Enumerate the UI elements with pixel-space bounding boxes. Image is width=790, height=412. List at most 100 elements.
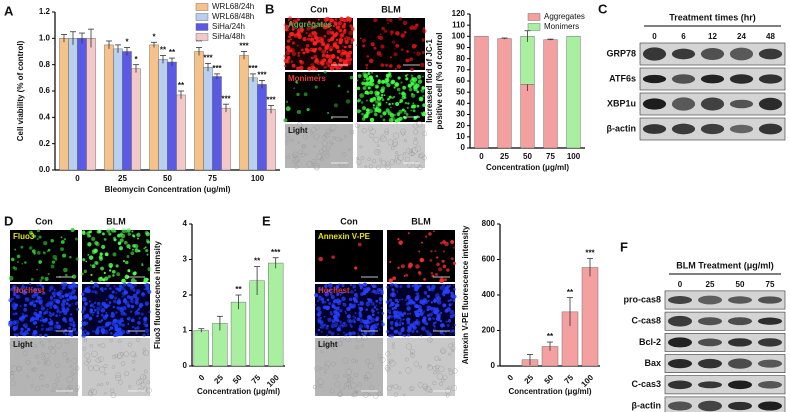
cell-dot [76, 301, 78, 304]
cell-dot [452, 284, 455, 287]
error-bar [527, 354, 533, 366]
cell-dot [334, 18, 338, 21]
cell-dot [405, 77, 409, 81]
cell-dot [305, 32, 308, 34]
error-bar [268, 105, 274, 114]
cell-dot [425, 322, 429, 326]
cell-dot [384, 128, 390, 134]
cell-dot [332, 42, 337, 47]
cell-dot [308, 32, 312, 36]
x-tick-label: 0 [75, 174, 80, 183]
cell-dot [350, 41, 354, 45]
cell-dot [355, 335, 362, 342]
cell-dot [363, 82, 367, 85]
cell-dot [317, 310, 322, 315]
cell-dot [431, 311, 434, 314]
cell-dot [81, 231, 86, 236]
cell-dot [306, 107, 310, 112]
cell-dot [410, 109, 413, 112]
cell-dot [130, 310, 133, 313]
cell-dot [393, 383, 399, 389]
cell-dot [371, 71, 373, 74]
cell-dot [348, 30, 354, 36]
cell-dot [100, 343, 106, 348]
cell-dot [71, 274, 77, 279]
cell-dot [300, 48, 304, 52]
cell-dot [317, 328, 321, 332]
cell-dot [413, 161, 420, 168]
panel-letter: C [598, 1, 608, 16]
cell-dot [96, 314, 99, 318]
cell-dot [293, 159, 299, 165]
cell-dot [392, 276, 396, 281]
cell-dot [121, 295, 124, 298]
cell-dot [322, 24, 328, 30]
error-bar [250, 73, 256, 82]
cell-dot [329, 66, 335, 71]
cell-dot [56, 372, 62, 378]
cell-dot [330, 323, 336, 329]
significance: ** [235, 285, 242, 294]
cell-dot [380, 63, 385, 67]
cell-dot [333, 65, 338, 69]
cell-dot [369, 117, 375, 123]
cell-dot [95, 241, 100, 247]
cell-dot [320, 320, 324, 324]
cell-dot [426, 294, 429, 297]
cell-dot [127, 269, 131, 273]
panel-letter: F [620, 239, 628, 254]
cell-dot [349, 130, 355, 135]
cell-dot [71, 357, 78, 364]
cell-dot [147, 333, 150, 336]
cell-dot [398, 92, 401, 95]
cell-dot [365, 81, 370, 86]
y-tick-label: 1 [183, 326, 188, 335]
cell-dot [359, 93, 364, 98]
cell-dot [415, 292, 420, 296]
cell-dot [433, 297, 437, 300]
cell-dot [35, 309, 38, 312]
cell-dot [369, 98, 374, 103]
cell-dot [100, 325, 105, 330]
x-tick-label: 100 [251, 174, 265, 183]
error-bar [198, 328, 205, 333]
cell-dot [363, 323, 368, 329]
cell-dot [364, 372, 372, 379]
cell-dot [44, 310, 49, 314]
cell-dot [367, 86, 371, 90]
cell-dot [81, 321, 87, 327]
cell-dot [369, 128, 376, 135]
cell-dot [99, 305, 103, 308]
cell-dot [43, 241, 48, 246]
cell-dot [419, 257, 425, 263]
cell-dot [451, 326, 454, 328]
cell-dot [33, 312, 38, 316]
cell-dot [76, 307, 80, 311]
image-row-label: Annexin V-PE [318, 232, 371, 241]
cell-dot [369, 385, 375, 391]
cell-dot [138, 304, 143, 309]
cell-dot [424, 330, 427, 332]
cell-dot [296, 92, 300, 97]
cell-dot [105, 311, 108, 314]
cell-dot [403, 274, 406, 277]
error-bar [160, 55, 166, 64]
cell-dot [359, 285, 364, 289]
y-tick-label: 60 [456, 76, 465, 85]
cell-dot [446, 324, 450, 328]
cell-dot [423, 291, 428, 295]
cell-dot [109, 265, 113, 269]
cell-dot [365, 99, 368, 102]
cell-dot [95, 261, 99, 265]
cell-dot [84, 302, 88, 306]
cell-dot [47, 272, 50, 276]
cell-dot [397, 331, 400, 334]
cell-dot [118, 323, 122, 327]
cell-dot [345, 381, 351, 387]
cell-dot [363, 374, 368, 379]
cell-dot [323, 66, 326, 69]
cell-dot [452, 261, 457, 265]
cell-dot [81, 296, 87, 302]
cell-dot [393, 159, 397, 163]
cell-dot [421, 39, 425, 42]
